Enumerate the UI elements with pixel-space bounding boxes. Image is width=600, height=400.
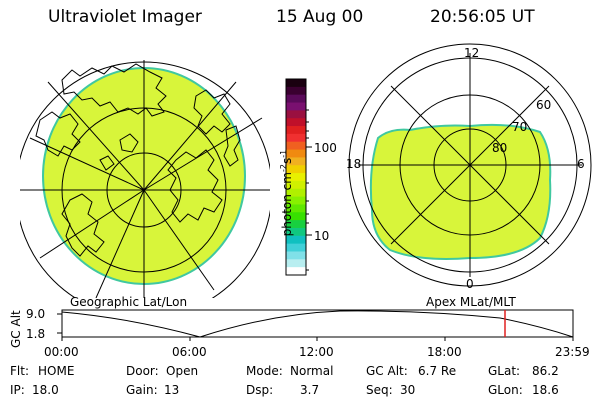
instrument-title: Ultraviolet Imager [48,7,202,27]
colorbar-unit-label: photon cm-2s-1 [279,149,294,237]
color-bar-segment [286,94,306,104]
color-bar-segment [286,102,306,111]
x-tick-2359: 23:59 [555,345,590,359]
mlat-label-80: 80 [492,141,508,155]
color-bar-segment [286,227,306,237]
x-tick-0600: 06:00 [172,345,207,359]
colorbar-tick-100: 100 [314,141,337,155]
aurora-fill-right [369,123,552,260]
dsp-label: Dsp: [246,383,274,397]
mlt-label-12: 12 [464,46,480,60]
glat-value: 86.2 [532,364,559,378]
color-bar-segment [286,259,306,268]
mlt-label-18: 18 [346,157,362,171]
color-bar-segment [286,157,306,166]
glon-label: GLon: [488,383,523,397]
color-bar-segment [286,267,306,276]
color-bar-segment [286,110,306,119]
y-tick-1-8: 1.8 [26,327,46,341]
x-tick-0000: 00:00 [44,345,79,359]
door-label: Door: [126,364,159,378]
color-bar-segment [286,235,306,245]
color-bar-segment [286,141,306,151]
color-bar-segment [286,79,306,88]
color-bar-segment [286,204,306,213]
ip-value: 18.0 [32,383,59,397]
time-label: 20:56:05 UT [430,7,535,27]
color-bar-segment [286,173,306,182]
flt-value: HOME [38,364,75,378]
glon-value: 18.6 [532,383,559,397]
coastlines [35,63,241,257]
gcalt-value: 6.7 Re [418,364,457,378]
y-tick-9: 9.0 [26,307,46,321]
gain-value: 13 [164,383,180,397]
color-bar-segment [286,118,306,127]
x-tick-1200: 12:00 [299,345,334,359]
glat-label: GLat: [488,364,521,378]
color-bar-segment [286,133,306,143]
color-bar-segment [286,243,306,252]
mlat-label-70: 70 [512,120,528,134]
mlt-label-0: 0 [466,277,474,291]
color-bar-segment [286,196,306,205]
flt-label: Flt: [10,364,29,378]
color-bar-segment [286,212,306,221]
ip-label: IP: [10,383,25,397]
color-bar-segment [286,188,306,198]
mlt-label-6: 6 [577,157,585,171]
altitude-curve [61,310,574,338]
dsp-value: 3.7 [300,383,320,397]
gain-label: Gain: [126,383,158,397]
apex-caption: Apex MLat/MLT [426,295,516,309]
color-bar-segment [286,165,306,174]
color-bar-segment [286,86,306,96]
mlat-label-60: 60 [536,98,552,112]
gcalt-label: GC Alt: [366,364,408,378]
colorbar-tick-10: 10 [314,229,330,243]
color-bar [286,79,306,276]
mode-value: Normal [290,364,334,378]
color-bar-segment [286,180,306,190]
geographic-caption: Geographic Lat/Lon [70,295,188,309]
altitude-timeline [57,309,574,341]
mlt-map [348,43,592,287]
color-bar-segment [286,149,306,158]
mode-label: Mode: [246,364,283,378]
x-tick-1800: 18:00 [427,345,462,359]
color-bar-frame [285,78,307,276]
seq-value: 30 [400,383,416,397]
gc-alt-axis-label: GC Alt [9,310,23,348]
seq-label: Seq: [366,383,393,397]
color-bar-segment [286,251,306,260]
date-label: 15 Aug 00 [276,7,364,27]
door-value: Open [166,364,199,378]
color-bar-segment [286,126,306,135]
color-bar-segment [286,220,306,229]
